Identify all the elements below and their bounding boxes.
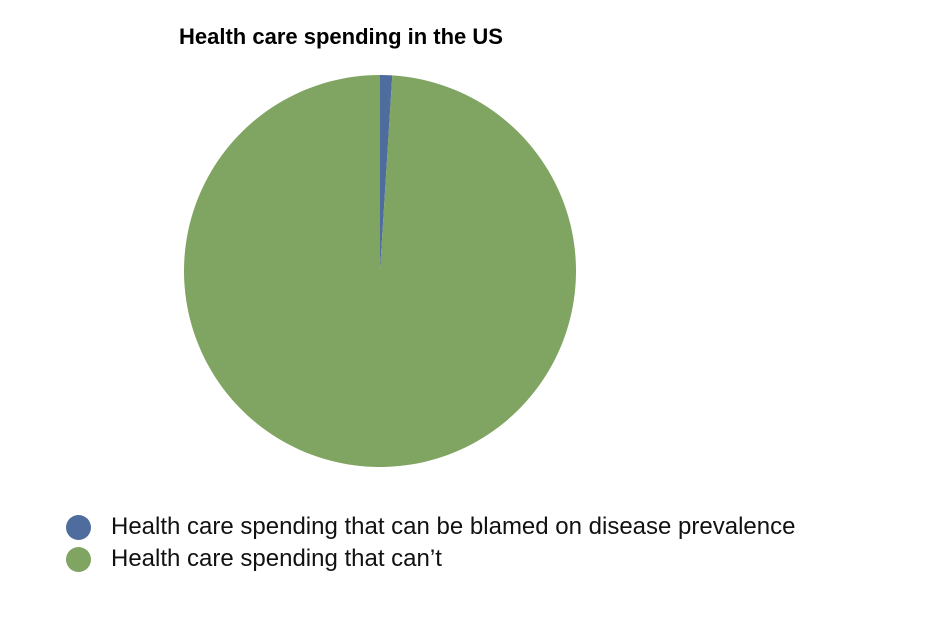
legend: Health care spending that can be blamed … <box>66 511 795 575</box>
legend-item-other: Health care spending that can’t <box>66 543 795 575</box>
chart-title: Health care spending in the US <box>179 24 503 49</box>
pie-slice-1 <box>183 75 576 468</box>
legend-item-disease: Health care spending that can be blamed … <box>66 511 795 543</box>
legend-label: Health care spending that can’t <box>111 545 442 572</box>
legend-swatch-blue <box>66 514 91 540</box>
legend-swatch-green <box>66 546 91 572</box>
pie-slice-0 <box>380 75 393 271</box>
legend-label: Health care spending that can be blamed … <box>111 513 796 540</box>
